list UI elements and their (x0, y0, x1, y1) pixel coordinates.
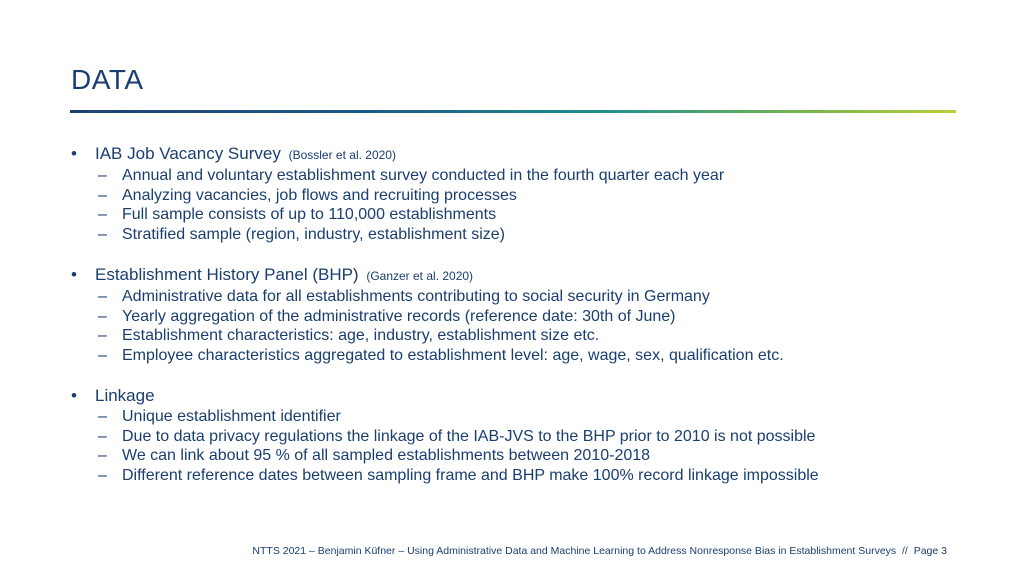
dash-icon: – (98, 307, 107, 325)
list-item: – Full sample consists of up to 110,000 e… (71, 205, 971, 225)
section-jvs: • IAB Job Vacancy Survey (Bossler et al.… (71, 143, 971, 244)
list-item: – Establishment characteristics: age, ind… (71, 326, 971, 346)
dash-icon: – (98, 327, 107, 344)
slide-title: DATA (71, 64, 144, 95)
dash-icon: – (98, 346, 107, 364)
list-item: – Yearly aggregation of the administrativ… (71, 307, 971, 327)
bullet-icon: • (71, 265, 77, 284)
section-heading: • Linkage (71, 385, 971, 407)
section-heading: • Establishment History Panel (BHP) (Gan… (71, 264, 971, 287)
slide-content: • IAB Job Vacancy Survey (Bossler et al.… (71, 143, 971, 505)
list-item: – Annual and voluntary establishment surv… (71, 166, 971, 186)
list-item-text: Administrative data for all establishmen… (122, 288, 710, 305)
page-number: 3 (941, 545, 947, 557)
list-item: – Analyzing vacancies, job flows and recr… (71, 186, 971, 206)
list-item-text: Different reference dates between sampli… (122, 466, 819, 484)
dash-icon: – (98, 466, 107, 484)
list-item: – Unique establishment identifier (71, 407, 971, 427)
dash-icon: – (98, 447, 107, 464)
bullet-icon: • (71, 386, 77, 405)
dash-icon: – (98, 206, 107, 223)
list-item: – We can link about 95 % of all sampled e… (71, 446, 971, 466)
dash-icon: – (98, 408, 107, 425)
list-item-text: Unique establishment identifier (122, 408, 341, 425)
section-linkage: • Linkage – Unique establishment identifi… (71, 385, 971, 485)
list-item-text: Employee characteristics aggregated to e… (122, 346, 784, 364)
citation: (Ganzer et al. 2020) (366, 269, 474, 283)
sub-list: – Administrative data for all establishme… (71, 287, 971, 365)
sub-list: – Unique establishment identifier – Due to… (71, 407, 971, 485)
section-bhp: • Establishment History Panel (BHP) (Gan… (71, 264, 971, 365)
heading-text: Linkage (95, 386, 155, 405)
dash-icon: – (98, 288, 107, 305)
list-item-text: Due to data privacy regulations the link… (122, 427, 816, 445)
title-divider (70, 110, 956, 113)
slide-footer: NTTS 2021 – Benjamin Küfner – Using Admi… (252, 545, 947, 557)
sub-list: – Annual and voluntary establishment surv… (71, 166, 971, 244)
page-label: Page (913, 545, 939, 557)
heading-text: Establishment History Panel (BHP) (95, 265, 359, 284)
list-item-text: Analyzing vacancies, job flows and recru… (122, 186, 517, 204)
list-item-text: Establishment characteristics: age, indu… (122, 327, 600, 344)
dash-icon: – (98, 427, 107, 445)
list-item: – Stratified sample (region, industry, es… (71, 225, 971, 245)
list-item: – Employee characteristics aggregated to … (71, 346, 971, 366)
list-item: – Due to data privacy regulations the lin… (71, 427, 971, 447)
dash-icon: – (98, 186, 107, 204)
list-item: – Different reference dates between sampl… (71, 466, 971, 486)
list-item-text: Annual and voluntary establishment surve… (122, 167, 725, 184)
section-heading: • IAB Job Vacancy Survey (Bossler et al.… (71, 143, 971, 166)
bullet-icon: • (71, 144, 77, 163)
list-item-text: We can link about 95 % of all sampled es… (122, 447, 651, 464)
list-item-text: Stratified sample (region, industry, est… (122, 225, 505, 243)
dash-icon: – (98, 167, 107, 184)
dash-icon: – (98, 225, 107, 243)
list-item-text: Full sample consists of up to 110,000 es… (122, 206, 497, 223)
list-item: – Administrative data for all establishme… (71, 287, 971, 307)
heading-text: IAB Job Vacancy Survey (95, 144, 281, 163)
list-item-text: Yearly aggregation of the administrative… (122, 307, 676, 325)
citation: (Bossler et al. 2020) (288, 148, 396, 162)
footer-text: NTTS 2021 – Benjamin Küfner – Using Admi… (252, 545, 897, 557)
footer-separator: // (902, 545, 908, 557)
